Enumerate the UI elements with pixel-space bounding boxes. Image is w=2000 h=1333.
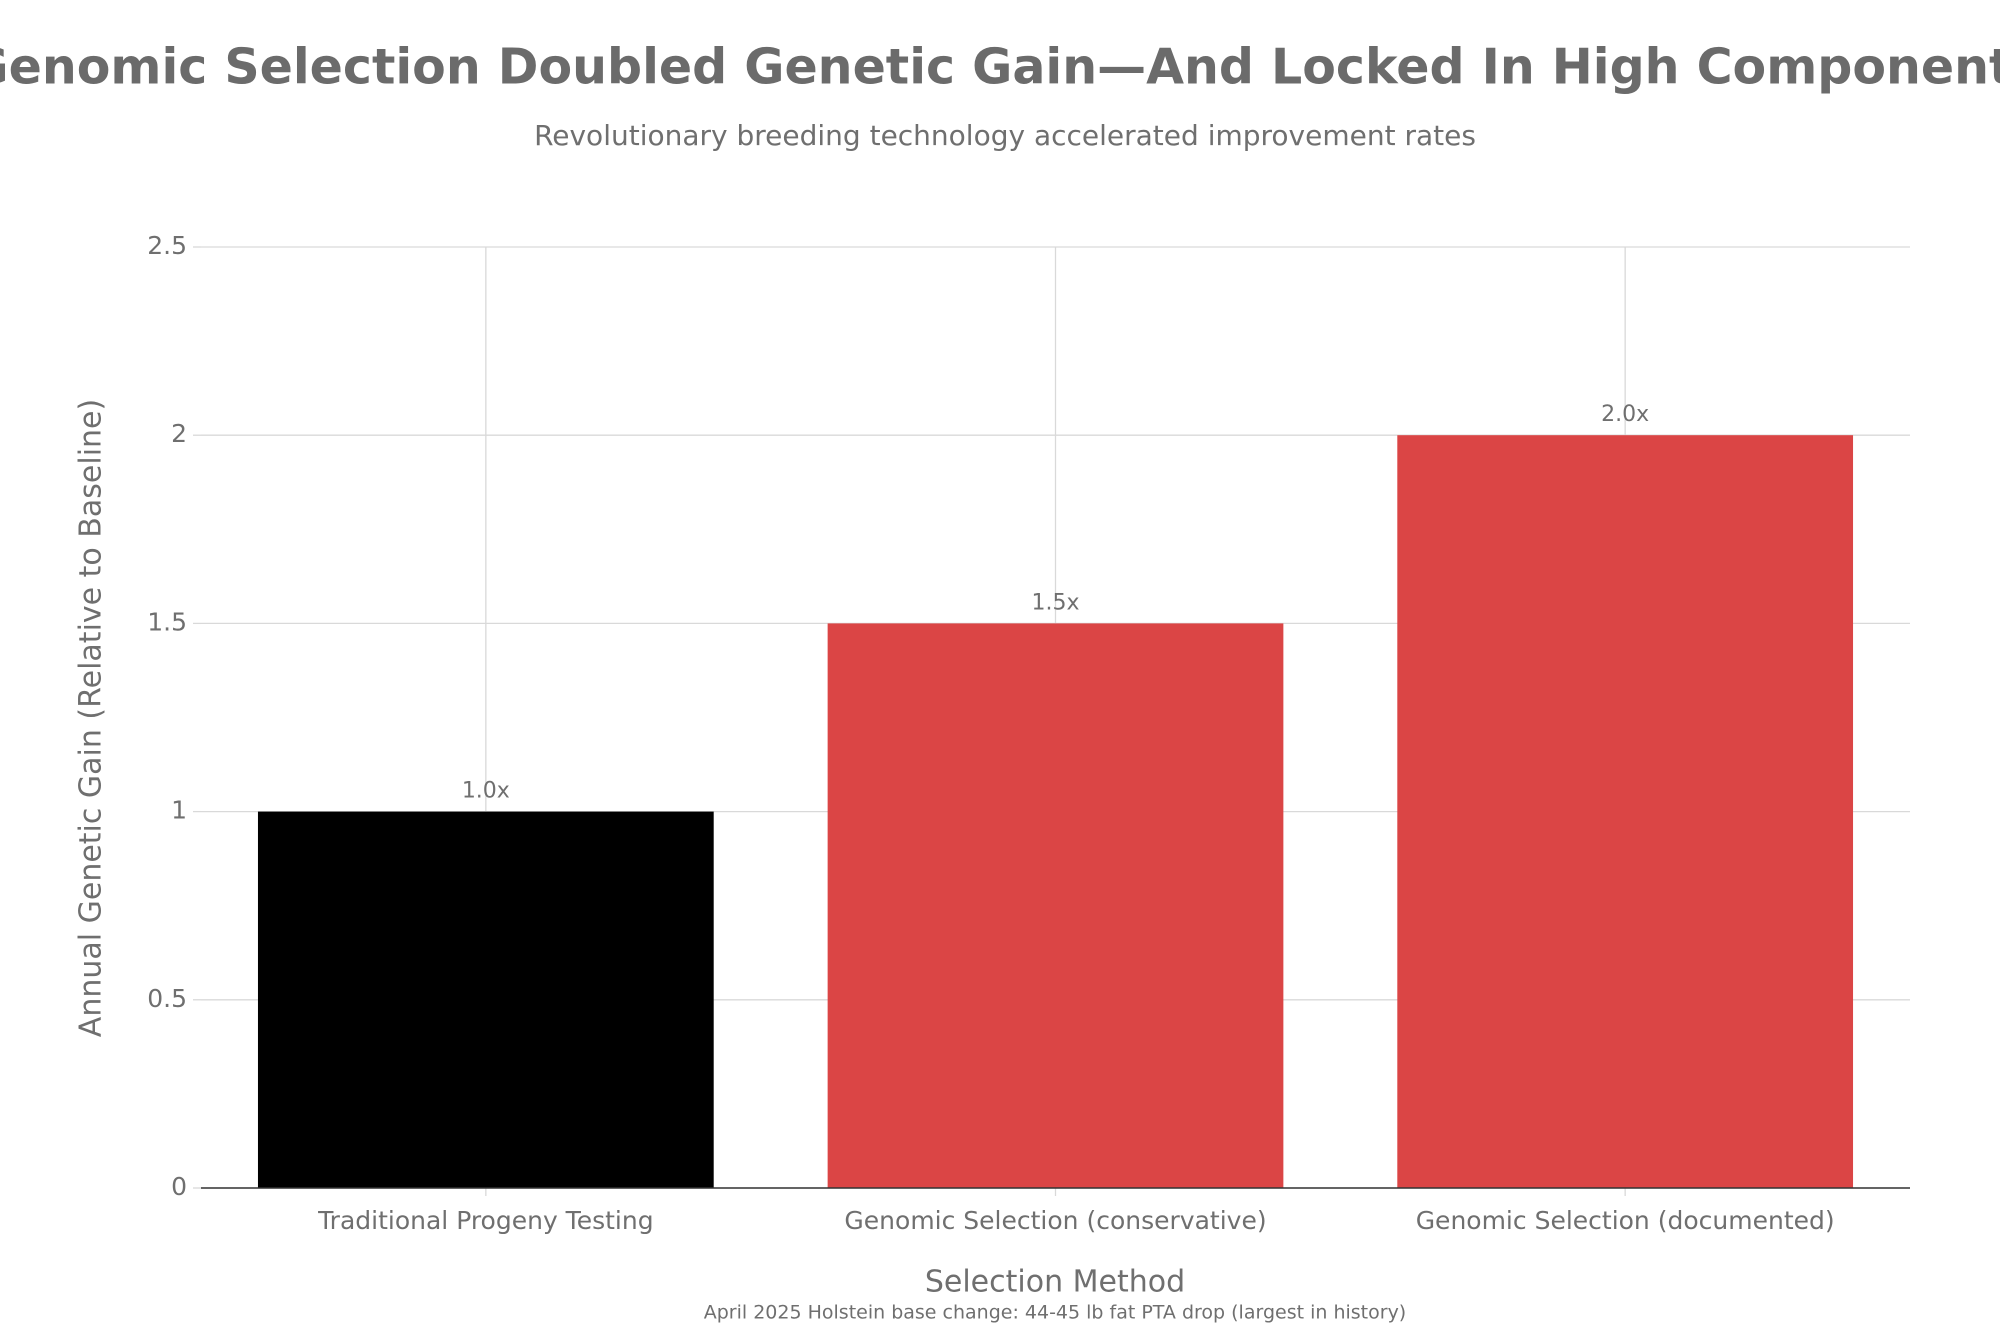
x-tick-label: Genomic Selection (conservative)	[844, 1206, 1266, 1235]
bar	[1397, 435, 1854, 1188]
value-label: 2.0x	[1601, 402, 1649, 427]
bar	[257, 811, 714, 1188]
y-axis-title: Annual Genetic Gain (Relative to Baselin…	[74, 399, 109, 1037]
value-label: 1.5x	[1031, 590, 1079, 615]
x-axis-title: Selection Method	[925, 1265, 1185, 1300]
y-tick-label: 0.5	[147, 984, 187, 1013]
value-label: 1.0x	[462, 779, 510, 804]
chart-subtitle: Revolutionary breeding technology accele…	[534, 119, 1476, 152]
y-tick-label: 1.5	[147, 607, 187, 636]
y-tick-label: 1	[171, 796, 187, 825]
footnote: April 2025 Holstein base change: 44-45 l…	[704, 1302, 1406, 1324]
y-tick-label: 2	[171, 419, 187, 448]
bar	[827, 623, 1284, 1188]
x-tick-label: Traditional Progeny Testing	[317, 1206, 654, 1235]
y-tick-label: 2.5	[147, 231, 187, 260]
y-tick-label: 0	[171, 1172, 187, 1201]
chart-title: Genomic Selection Doubled Genetic Gain—A…	[0, 39, 2000, 96]
x-tick-label: Genomic Selection (documented)	[1416, 1206, 1835, 1235]
